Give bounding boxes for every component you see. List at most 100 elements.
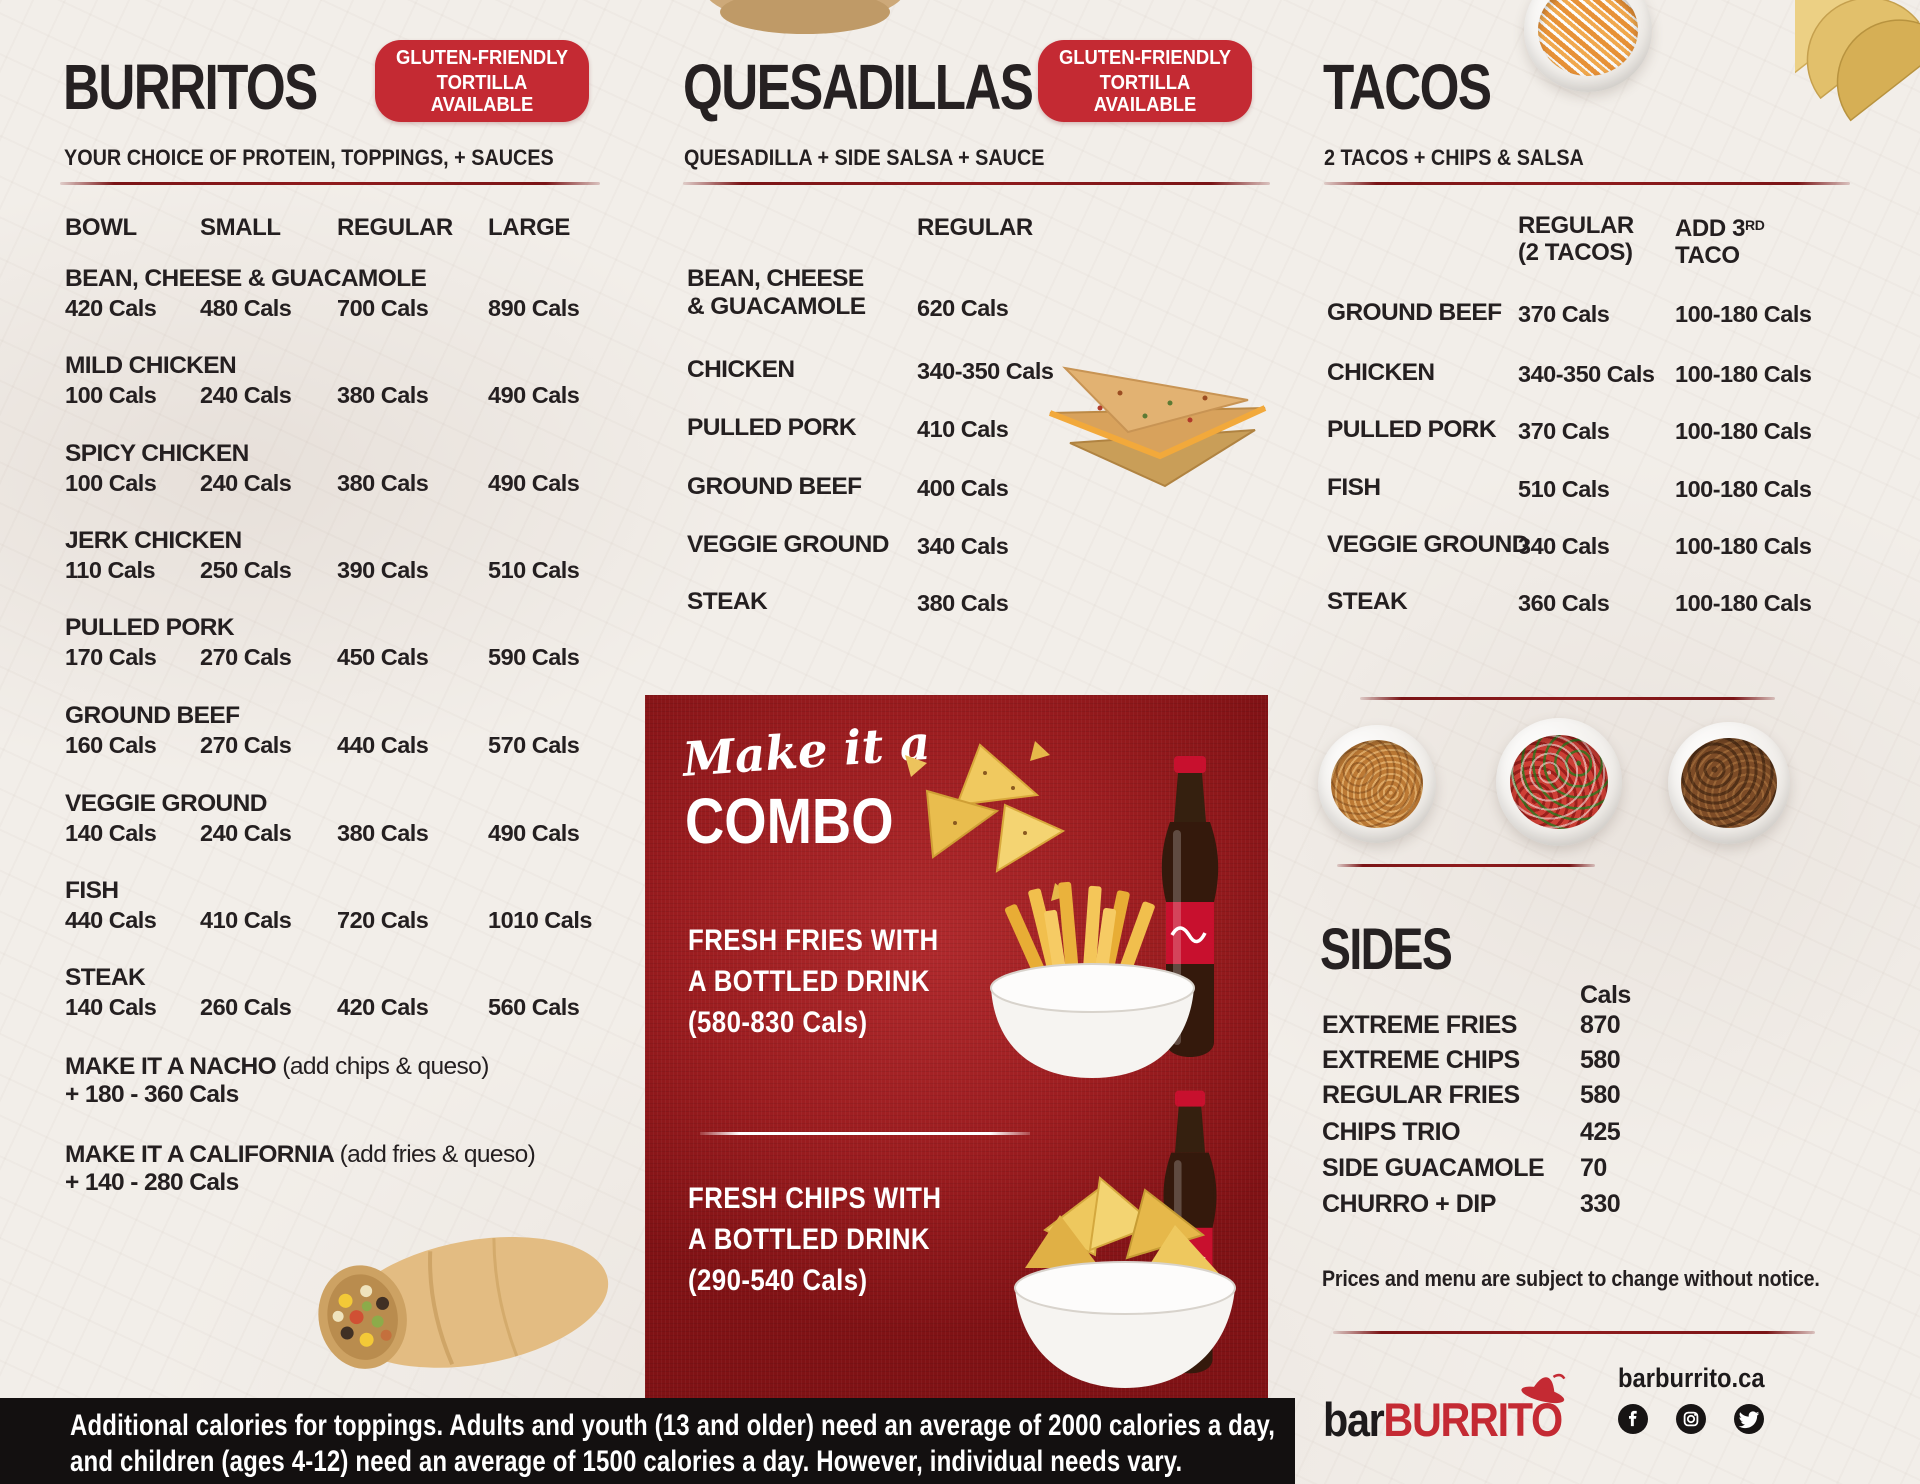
burrito-image <box>290 1195 625 1405</box>
offer-line: FRESH CHIPS WITH <box>688 1182 942 1215</box>
combo-panel: Make it a COMBO FRESH FRIES WITH A BOTTL… <box>645 695 1268 1400</box>
item-cal: 400 Cals <box>917 475 1009 501</box>
item-cal: 380 Cals <box>917 590 1009 616</box>
item-name: CHURRO + DIP <box>1322 1190 1496 1218</box>
item-cal: 240 Cals <box>200 382 292 408</box>
item-cal: 380 Cals <box>337 820 429 846</box>
item-cal: 100-180 Cals <box>1675 301 1812 327</box>
item-cal: 410 Cals <box>917 416 1009 442</box>
item-cal: 410 Cals <box>200 907 292 933</box>
item-name: STEAK <box>687 588 768 615</box>
logo-burrito-text: BURRITO <box>1383 1393 1563 1446</box>
section-divider <box>1333 1331 1815 1334</box>
offer-line: FRESH FRIES WITH <box>688 924 939 957</box>
badge-line: GLUTEN-FRIENDLY <box>1058 46 1232 69</box>
upgrade-row: MAKE IT A NACHO (add chips & queso) <box>65 1054 489 1080</box>
menu-item-row: VEGGIE GROUND 140 Cals 240 Cals 380 Cals… <box>65 790 618 847</box>
item-cal: 510 Cals <box>1518 476 1610 502</box>
item-cal: 340-350 Cals <box>1518 361 1655 387</box>
item-cal: 590 Cals <box>488 644 580 670</box>
column-header-line: REGULAR <box>1518 212 1634 239</box>
item-cal: 870 <box>1580 1011 1621 1039</box>
item-name: SPICY CHICKEN <box>65 440 249 467</box>
burritos-title: BURRITOS <box>63 51 318 123</box>
taco-shells-image <box>1776 0 1920 157</box>
pico-bowl-image <box>1496 718 1622 846</box>
item-name: VEGGIE GROUND <box>65 790 267 817</box>
item-cal: 370 Cals <box>1518 301 1610 327</box>
burritos-column-headers: BOWL SMALL REGULAR LARGE <box>65 214 618 241</box>
item-cal: 570 Cals <box>488 732 580 758</box>
menu-item-row: JERK CHICKEN 110 Cals 250 Cals 390 Cals … <box>65 527 618 584</box>
sombrero-icon <box>1518 1370 1570 1404</box>
section-divider <box>60 182 600 185</box>
column-header: SMALL <box>200 214 281 241</box>
twitter-icon[interactable] <box>1734 1404 1764 1434</box>
badge-line: TORTILLA AVAILABLE <box>1093 71 1197 116</box>
upgrade-note: (add chips & queso) <box>282 1053 489 1080</box>
item-cal: 560 Cals <box>488 994 580 1020</box>
item-cal: 110 Cals <box>65 557 156 583</box>
menu-item-row: MILD CHICKEN 100 Cals 240 Cals 380 Cals … <box>65 353 618 409</box>
disclaimer-line: and children (ages 4-12) need an average… <box>70 1445 1183 1478</box>
item-cal: 450 Cals <box>337 644 429 670</box>
cals-column-header: Cals <box>1580 981 1631 1009</box>
price-notice: Prices and menu are subject to change wi… <box>1322 1266 1820 1291</box>
item-cal: 340 Cals <box>917 533 1009 559</box>
item-name: STEAK <box>65 964 146 991</box>
item-cal: 580 <box>1580 1046 1621 1074</box>
item-cal: 140 Cals <box>65 994 157 1020</box>
column-header: REGULAR <box>917 214 1033 241</box>
item-name: FISH <box>1327 474 1381 501</box>
item-cal: 700 Cals <box>337 295 429 321</box>
item-cal: 620 Cals <box>917 295 1009 321</box>
item-cal: 440 Cals <box>337 732 429 758</box>
item-name: & GUACAMOLE <box>687 293 866 320</box>
sides-title: SIDES <box>1320 917 1453 982</box>
combo-offer-chips: FRESH CHIPS WITH A BOTTLED DRINK (290-54… <box>688 1178 983 1301</box>
item-cal: 100-180 Cals <box>1675 418 1812 444</box>
item-name: GROUND BEEF <box>687 473 862 500</box>
badge-line: TORTILLA AVAILABLE <box>430 71 534 116</box>
quesadilla-image <box>1040 358 1275 490</box>
item-cal: 360 Cals <box>1518 590 1610 616</box>
item-cal: 380 Cals <box>337 382 429 408</box>
offer-line: A BOTTLED DRINK <box>688 965 930 998</box>
chips-bowl-image <box>1005 1170 1245 1395</box>
combo-title: COMBO <box>685 785 894 857</box>
item-name: PULLED PORK <box>65 614 235 641</box>
website-link[interactable]: barburrito.ca <box>1618 1363 1765 1393</box>
slaw-bowl-image <box>1524 0 1652 92</box>
menu-item-row: BEAN, CHEESE & GUACAMOLE 420 Cals 480 Ca… <box>65 266 618 322</box>
item-cal: 100 Cals <box>65 470 157 496</box>
item-cal: 580 <box>1580 1081 1621 1109</box>
item-name: JERK CHICKEN <box>65 527 242 554</box>
item-cal: 270 Cals <box>200 732 292 758</box>
offer-line: (290-540 Cals) <box>688 1264 868 1297</box>
column-header: REGULAR <box>337 214 453 241</box>
item-name: PULLED PORK <box>687 414 857 441</box>
item-cal: 100-180 Cals <box>1675 533 1812 559</box>
offer-line: A BOTTLED DRINK <box>688 1223 930 1256</box>
item-cal: 100-180 Cals <box>1675 590 1812 616</box>
item-name: CHIPS TRIO <box>1322 1118 1461 1146</box>
instagram-icon[interactable] <box>1676 1404 1706 1434</box>
item-name: GROUND BEEF <box>65 702 240 729</box>
item-cal: 420 Cals <box>65 295 157 321</box>
column-header: ADD 3RD TACO <box>1675 212 1765 269</box>
item-cal: 270 Cals <box>200 644 292 670</box>
item-cal: 100-180 Cals <box>1675 476 1812 502</box>
item-name: FISH <box>65 877 119 904</box>
upgrade-cals: + 180 - 360 Cals <box>65 1081 239 1108</box>
item-cal: 390 Cals <box>337 557 429 583</box>
facebook-icon[interactable] <box>1618 1404 1648 1434</box>
section-divider <box>683 182 1270 185</box>
item-cal: 330 <box>1580 1190 1621 1218</box>
logo-bar-text: bar <box>1323 1393 1385 1446</box>
menu-item-row: STEAK 140 Cals 260 Cals 420 Cals 560 Cal… <box>65 964 618 1021</box>
item-cal: 240 Cals <box>200 470 292 496</box>
upgrade-name: MAKE IT A CALIFORNIA <box>65 1141 334 1168</box>
item-cal: 140 Cals <box>65 820 157 846</box>
column-header-line: (2 TACOS) <box>1518 239 1633 266</box>
item-name: BEAN, CHEESE <box>687 265 864 292</box>
